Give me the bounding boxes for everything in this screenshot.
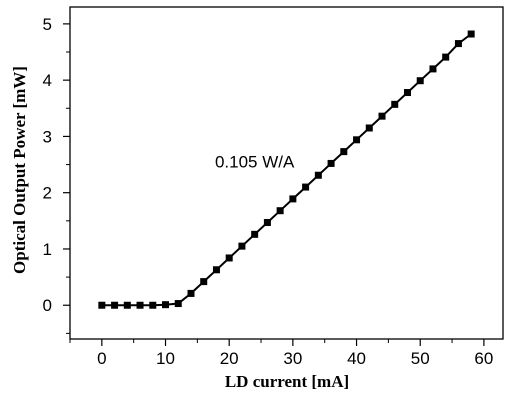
y-tick-label: 1 [43,240,52,259]
y-tick-label: 3 [43,127,52,146]
plot-border [69,6,504,340]
data-point [378,112,386,120]
data-point [238,242,246,250]
data-point [327,159,335,167]
data-point [225,254,233,262]
y-tick-label: 0 [43,296,52,315]
y-tick-label: 2 [43,184,52,203]
plot-frame [69,6,504,340]
data-point [149,301,157,309]
data-point [174,300,182,308]
data-point [391,100,399,108]
data-point [187,289,195,297]
data-point [314,171,322,179]
data-point [212,266,220,274]
data-point [353,136,361,144]
data-point [98,301,106,309]
data-point [289,195,297,203]
x-tick-label: 30 [283,349,302,368]
data-point [136,301,144,309]
data-point [454,40,462,48]
x-tick-label: 20 [220,349,239,368]
y-tick-label: 5 [43,15,52,34]
data-point [111,301,119,309]
x-tick-label: 0 [97,349,106,368]
data-point [123,301,131,309]
data-point [467,30,475,38]
data-point [442,53,450,61]
y-axis: 0 1 2 3 4 5 [43,15,70,334]
y-tick-label: 4 [43,71,52,90]
data-point [365,124,373,132]
data-point [429,65,437,73]
annotations: 0.105 W/A [215,152,295,171]
data-point [263,219,271,227]
x-tick-label: 50 [411,349,430,368]
y-axis-title: Optical Output Power [mW] [10,66,29,274]
data-point [200,278,208,286]
data-point [162,301,170,309]
x-axis-title: LD current [mA] [225,372,349,391]
data-point [302,183,310,191]
x-tick-label: 60 [474,349,493,368]
data-point [416,77,424,85]
data-point [340,148,348,156]
x-axis: 0 10 20 30 40 50 60 [69,339,493,368]
series-group [98,30,475,309]
x-tick-label: 10 [156,349,175,368]
data-point [403,89,411,97]
x-tick-label: 40 [347,349,366,368]
data-point [251,230,259,238]
data-point [276,207,284,215]
annotation-label: 0.105 W/A [215,152,295,171]
